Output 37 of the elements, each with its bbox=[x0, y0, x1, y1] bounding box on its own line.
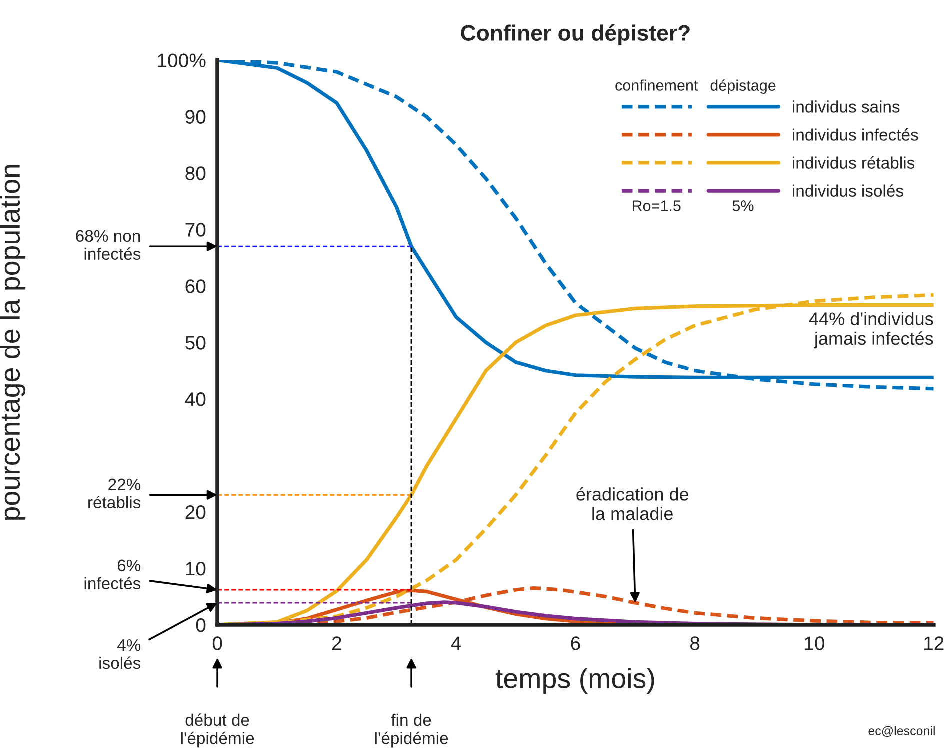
chart-title: Confiner ou dépister? bbox=[461, 24, 690, 46]
legend-label: individus rétablis bbox=[793, 156, 915, 169]
annotation: 44% d'individus jamais infectés bbox=[809, 312, 934, 349]
annotation: éradication de la maladie bbox=[576, 487, 689, 520]
x-axis-title: temps (mois) bbox=[496, 668, 654, 694]
legend-label: individus sains bbox=[793, 100, 900, 113]
x-tick-label: 4 bbox=[451, 636, 462, 650]
x-tick-label: 6 bbox=[571, 636, 580, 650]
annotation: Ro=1.5 bbox=[633, 200, 681, 212]
text: ec@lesconil bbox=[868, 726, 935, 738]
annotation: 5% bbox=[732, 200, 754, 212]
y-tick-label: 20 bbox=[186, 506, 206, 520]
x-tick-label: 12 bbox=[924, 636, 944, 650]
y-tick-label: 40 bbox=[185, 392, 206, 406]
y-tick-label: 10 bbox=[186, 562, 206, 576]
annotation: dépistage bbox=[710, 80, 776, 94]
x-tick-label: 2 bbox=[332, 636, 342, 650]
text: début de l'épidémie bbox=[181, 714, 254, 748]
y-tick-label: 80 bbox=[186, 166, 206, 180]
text: fin de l'épidémie bbox=[375, 714, 448, 748]
x-tick-label: 8 bbox=[690, 636, 700, 650]
y-tick-label: 60 bbox=[186, 280, 206, 294]
y-tick-label: 70 bbox=[186, 223, 206, 237]
y-tick-label: 90 bbox=[186, 110, 206, 124]
legend-label: individus isolés bbox=[793, 184, 904, 198]
y-tick-label: 100% bbox=[158, 54, 206, 68]
y-tick-label: 0 bbox=[196, 618, 206, 632]
x-tick-label: 0 bbox=[212, 636, 222, 650]
annotation: 6% infectés bbox=[84, 560, 141, 590]
annotation: confinement bbox=[616, 80, 698, 91]
x-tick-label: 10 bbox=[805, 636, 825, 650]
y-axis-title: pourcentage de la population bbox=[0, 165, 26, 520]
legend-label: individus infectés bbox=[793, 128, 918, 141]
annotation: 68% non infectés bbox=[76, 230, 141, 260]
annotation: 22% rétablis bbox=[88, 478, 141, 509]
annotation: 4% isolés bbox=[100, 640, 141, 670]
y-tick-label: 50 bbox=[186, 336, 206, 350]
